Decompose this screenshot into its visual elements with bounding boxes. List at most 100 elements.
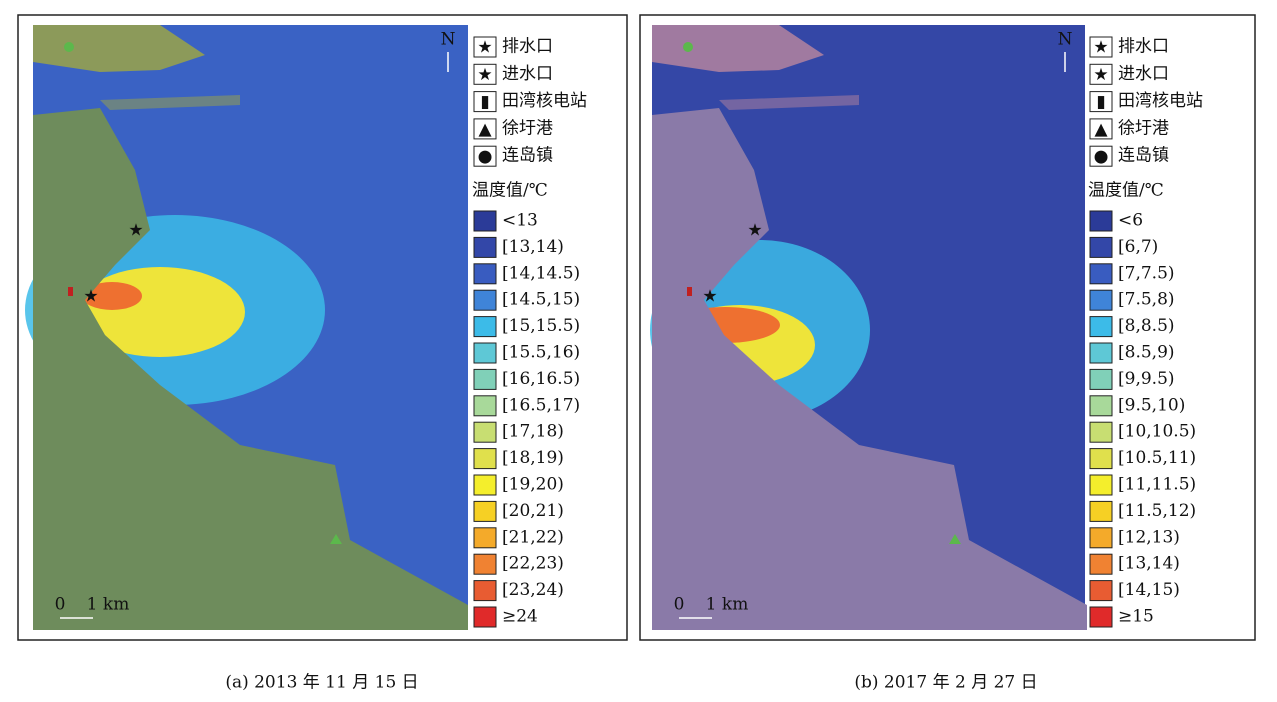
- island: [33, 25, 205, 72]
- legend-label: [16.5,17): [502, 395, 580, 415]
- legend-swatch: [1089, 500, 1113, 522]
- legend-swatch: [1089, 289, 1113, 311]
- port-marker: [330, 534, 342, 544]
- legend-label: [14,15): [1118, 580, 1180, 600]
- legend-swatch: [473, 263, 497, 285]
- breakwater: [100, 95, 240, 110]
- outlet-marker: ★: [702, 287, 717, 307]
- legend-symbol: ★: [1093, 65, 1108, 85]
- legend-symbol: ▲: [1094, 119, 1108, 139]
- legend-swatch: [1089, 236, 1113, 258]
- inlet-marker: ★: [747, 221, 762, 241]
- legend-label: [20,21): [502, 501, 564, 521]
- north-label: N: [441, 30, 456, 50]
- town-marker: [64, 42, 74, 52]
- legend-symbol-box: [1089, 91, 1113, 113]
- legend-swatch: [1089, 553, 1113, 575]
- legend-title: 温度值/℃: [472, 181, 548, 201]
- legend-symbol: ★: [477, 65, 492, 85]
- legend-swatch: [1089, 342, 1113, 364]
- legend-swatch: [1089, 368, 1113, 390]
- scale-label: 1 km: [87, 595, 130, 615]
- legend-label: 进水口: [1118, 64, 1169, 84]
- legend-symbol-box: [1089, 118, 1113, 140]
- legend-label: [14.5,15): [502, 290, 580, 310]
- legend-label: [7,7.5): [1118, 263, 1175, 283]
- legend-symbol-box: [1089, 63, 1113, 85]
- legend-label: [8,8.5): [1118, 316, 1175, 336]
- legend-swatch: [473, 474, 497, 496]
- legend-swatch: [1089, 395, 1113, 417]
- legend-label: [6,7): [1118, 237, 1158, 257]
- legend-swatch: [1089, 421, 1113, 443]
- coast-land: [652, 108, 1087, 630]
- scale-label: 0: [55, 595, 66, 615]
- legend-label: [9.5,10): [1118, 395, 1185, 415]
- plant-marker: [68, 287, 73, 296]
- legend-swatch: [473, 421, 497, 443]
- legend-swatch: [473, 553, 497, 575]
- legend-symbol: ★: [1093, 38, 1108, 58]
- legend-label: [22,23): [502, 554, 564, 574]
- legend-label: [11,11.5): [1118, 475, 1196, 495]
- scale-label: 0: [674, 595, 685, 615]
- legend-swatch: [473, 395, 497, 417]
- caption: (b) 2017 年 2 月 27 日: [854, 673, 1037, 693]
- legend-swatch: [1089, 263, 1113, 285]
- inlet-marker: ★: [128, 221, 143, 241]
- legend-label: 进水口: [502, 64, 553, 84]
- legend-symbol: ●: [478, 147, 493, 167]
- legend-label: [14,14.5): [502, 263, 580, 283]
- legend-swatch: [1089, 527, 1113, 549]
- legend-symbol: ●: [1094, 147, 1109, 167]
- legend-label: [10.5,11): [1118, 448, 1196, 468]
- legend-swatch: [1089, 210, 1113, 232]
- legend-swatch: [473, 527, 497, 549]
- legend-label: [23,24): [502, 580, 564, 600]
- legend-symbol-box: [473, 63, 497, 85]
- scale-label: 1 km: [706, 595, 749, 615]
- legend-swatch: [473, 210, 497, 232]
- legend-symbol: ▮: [480, 92, 489, 112]
- legend-swatch: [473, 236, 497, 258]
- north-label: N: [1058, 30, 1073, 50]
- breakwater: [719, 95, 859, 110]
- legend-symbol-box: [473, 145, 497, 167]
- legend-symbol: ▮: [1096, 92, 1105, 112]
- legend-label: [17,18): [502, 422, 564, 442]
- legend-label: [13,14): [502, 237, 564, 257]
- legend-swatch: [473, 448, 497, 470]
- plant-marker: [687, 287, 692, 296]
- legend-symbol-box: [1089, 145, 1113, 167]
- legend-label: 田湾核电站: [1118, 91, 1203, 111]
- legend-label: ≥15: [1118, 607, 1154, 627]
- legend-swatch: [473, 289, 497, 311]
- legend-symbol-box: [473, 118, 497, 140]
- legend-symbol-box: [473, 36, 497, 58]
- legend-label: [21,22): [502, 527, 564, 547]
- legend-label: 徐圩港: [1118, 118, 1169, 138]
- legend-title: 温度值/℃: [1088, 181, 1164, 201]
- caption: (a) 2013 年 11 月 15 日: [225, 673, 418, 693]
- legend-swatch: [1089, 580, 1113, 602]
- legend-swatch: [473, 580, 497, 602]
- legend-label: 连岛镇: [502, 146, 553, 166]
- outlet-marker: ★: [83, 287, 98, 307]
- island: [652, 25, 824, 72]
- legend-label: [13,14): [1118, 554, 1180, 574]
- legend-label: [8.5,9): [1118, 343, 1175, 363]
- legend-swatch: [1089, 474, 1113, 496]
- legend-swatch: [473, 368, 497, 390]
- legend-label: <13: [502, 211, 538, 231]
- legend-swatch: [473, 606, 497, 628]
- hot-core: [82, 282, 142, 310]
- coast-land: [33, 108, 468, 630]
- legend-label: 徐圩港: [502, 118, 553, 138]
- legend-label: [9,9.5): [1118, 369, 1175, 389]
- legend-label: [10,10.5): [1118, 422, 1196, 442]
- legend-swatch: [473, 342, 497, 364]
- legend-swatch: [473, 500, 497, 522]
- legend-swatch: [1089, 316, 1113, 338]
- legend-label: 连岛镇: [1118, 146, 1169, 166]
